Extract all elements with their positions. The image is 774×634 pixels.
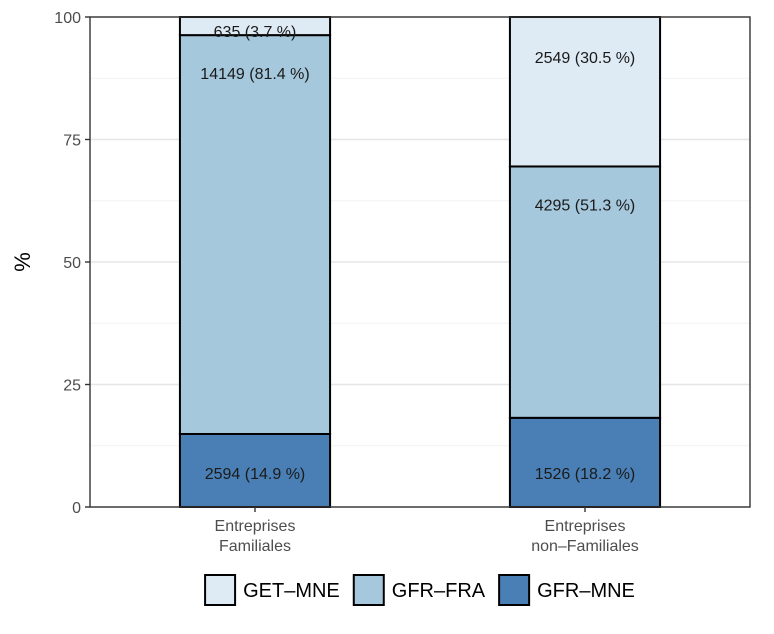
bar-data-label: 2594 (14.9 %)	[205, 466, 306, 483]
y-tick-label: 75	[63, 133, 81, 150]
x-tick-label-line: Entreprises	[545, 518, 626, 535]
legend-label: GFR–MNE	[537, 580, 635, 602]
bar-segment	[508, 416, 662, 509]
legend-key	[204, 574, 237, 606]
bar-data-label: 2549 (30.5 %)	[535, 50, 636, 67]
legend: GET–MNE GFR–FRA GFR–MNE	[204, 574, 635, 606]
bar-segment	[508, 165, 662, 419]
y-tick-label: 100	[54, 10, 81, 27]
legend-item: GFR–FRA	[352, 574, 486, 606]
legend-key	[498, 574, 531, 606]
legend-label: GFR–FRA	[392, 580, 486, 602]
bar-data-label: 4295 (51.3 %)	[535, 197, 636, 214]
bar-data-label: 14149 (81.4 %)	[200, 66, 309, 83]
x-tick-label-line: Familiales	[219, 538, 291, 555]
bar-segment	[178, 432, 332, 508]
legend-item: GFR–MNE	[498, 574, 635, 606]
bars: 2594 (14.9 %) 14149 (81.4 %) 635 (3.7 %) 15…	[178, 16, 662, 509]
y-tick-label: 25	[63, 378, 81, 395]
bar-data-label: 1526 (18.2 %)	[535, 466, 636, 483]
bar-segment	[178, 34, 332, 435]
legend-label: GET–MNE	[243, 580, 340, 602]
x-tick-label-line: non–Familiales	[531, 538, 639, 555]
legend-item: GET–MNE	[204, 574, 340, 606]
x-tick-label: Entreprises non–Familiales	[531, 518, 639, 555]
legend-key	[352, 574, 385, 606]
y-tick-label: 0	[72, 500, 81, 517]
bar-data-label: 635 (3.7 %)	[214, 24, 297, 41]
y-axis-title: %	[10, 252, 35, 272]
y-tick-label: 50	[63, 255, 81, 272]
x-tick-label-line: Entreprises	[215, 518, 296, 535]
x-tick-label: Entreprises Familiales	[215, 518, 296, 555]
bar-segment	[508, 16, 662, 168]
